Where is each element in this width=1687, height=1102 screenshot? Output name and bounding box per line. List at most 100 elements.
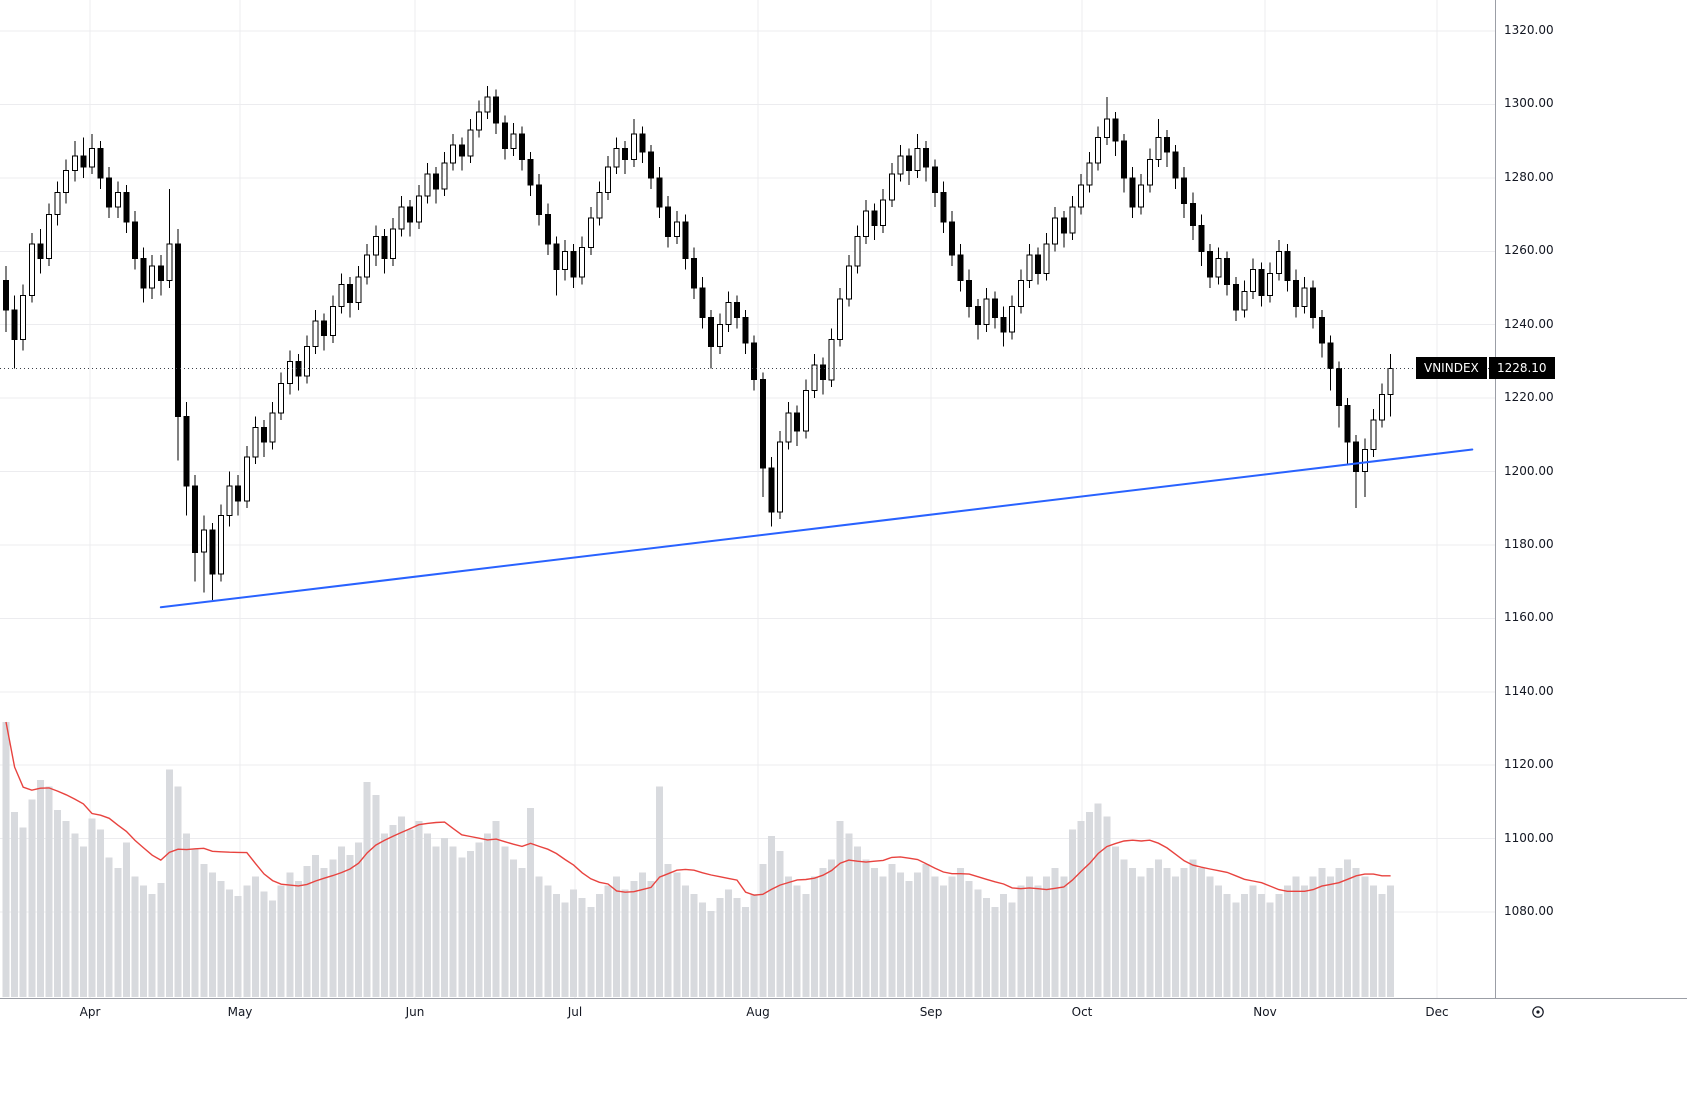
candle (923, 141, 930, 182)
candle (716, 313, 723, 354)
candle (1181, 166, 1188, 219)
candle (1189, 192, 1196, 241)
candle (1301, 276, 1308, 314)
candle (1164, 130, 1170, 167)
symbol-price-tag: VNINDEX 1228.10 (1416, 357, 1555, 380)
candle (295, 354, 302, 391)
candle (1370, 409, 1377, 457)
time-axis-label: Nov (1253, 1005, 1277, 1019)
candle (1387, 354, 1394, 417)
candle (880, 188, 887, 233)
candle (1035, 247, 1041, 285)
candle (742, 310, 749, 354)
price-axis-label: 1240.00 (1504, 316, 1554, 331)
candle (166, 188, 173, 288)
candle (1379, 383, 1385, 428)
candle (1026, 243, 1033, 288)
candle (1069, 196, 1076, 241)
candle (200, 515, 207, 593)
candle (1361, 438, 1368, 498)
time-axis-label: Sep (919, 1005, 943, 1019)
candle (89, 133, 95, 175)
candle (46, 203, 52, 266)
candle (338, 273, 345, 314)
price-axis[interactable]: 1320.00 1300.00 1280.00 1260.00 1240.00 1220.… (1495, 0, 1687, 1102)
candle (269, 401, 276, 450)
volume-ma-line (5, 721, 1391, 896)
candle (871, 203, 878, 241)
candle (957, 243, 964, 292)
candle (1172, 144, 1179, 189)
candle (157, 254, 164, 296)
candle (1232, 276, 1239, 321)
candle (407, 199, 414, 237)
candle (1060, 210, 1067, 248)
price-axis-label: 1180.00 (1504, 536, 1554, 551)
candle (114, 181, 121, 219)
candle (20, 284, 27, 351)
candle (450, 133, 457, 171)
candle (235, 475, 242, 516)
candle (347, 276, 353, 318)
candle (433, 166, 439, 204)
candle (106, 166, 113, 219)
candle (1112, 111, 1119, 156)
candle (536, 174, 543, 226)
candle (286, 350, 293, 395)
time-axis-label: Apr (79, 1005, 101, 1019)
candle (1138, 174, 1145, 215)
time-axis-label: Dec (1425, 1005, 1449, 1019)
candle (587, 207, 594, 255)
candle (209, 522, 216, 600)
candle (802, 379, 809, 439)
candle (71, 141, 78, 182)
candle (243, 445, 250, 509)
candle (1284, 243, 1291, 292)
chart-area[interactable] (0, 0, 1495, 998)
candle (828, 328, 835, 388)
candle (966, 269, 973, 318)
candle (863, 199, 869, 244)
price-axis-label: 1120.00 (1504, 757, 1554, 772)
candle (1121, 133, 1127, 193)
candle (1353, 434, 1360, 509)
price-axis-label: 1300.00 (1504, 96, 1554, 111)
candle (854, 225, 861, 274)
candle (794, 405, 801, 446)
candle (914, 133, 921, 178)
price-axis-label: 1160.00 (1504, 610, 1554, 625)
candle (510, 122, 517, 156)
candle (699, 276, 706, 329)
candle (708, 310, 715, 369)
candle (364, 243, 371, 285)
price-gridlines (0, 30, 1495, 913)
candle (123, 185, 130, 233)
last-price-label: 1228.10 (1488, 357, 1555, 380)
candle (97, 141, 104, 189)
time-axis-label: Jun (405, 1005, 425, 1019)
candle (596, 181, 603, 226)
candle (192, 475, 199, 582)
candle (682, 214, 689, 270)
candle (665, 196, 672, 248)
candle (458, 137, 465, 171)
trendline[interactable] (159, 448, 1474, 609)
candle (656, 166, 663, 219)
candle (630, 119, 637, 167)
candle (845, 254, 852, 307)
timezone-settings-icon[interactable] (1530, 1004, 1546, 1020)
candle (390, 218, 396, 266)
candle (1052, 207, 1059, 252)
chart-plot[interactable] (0, 0, 1495, 998)
candle (1198, 214, 1205, 266)
candle (441, 152, 448, 197)
candle (1241, 280, 1248, 318)
time-axis[interactable]: Apr May Jun Jul Aug Sep Oct Nov Dec (0, 998, 1687, 1102)
candle (80, 137, 87, 178)
candle (1095, 126, 1102, 171)
candle (398, 196, 405, 237)
candle (811, 354, 818, 399)
candle (252, 416, 259, 465)
candle (759, 372, 766, 498)
candle (639, 126, 646, 164)
